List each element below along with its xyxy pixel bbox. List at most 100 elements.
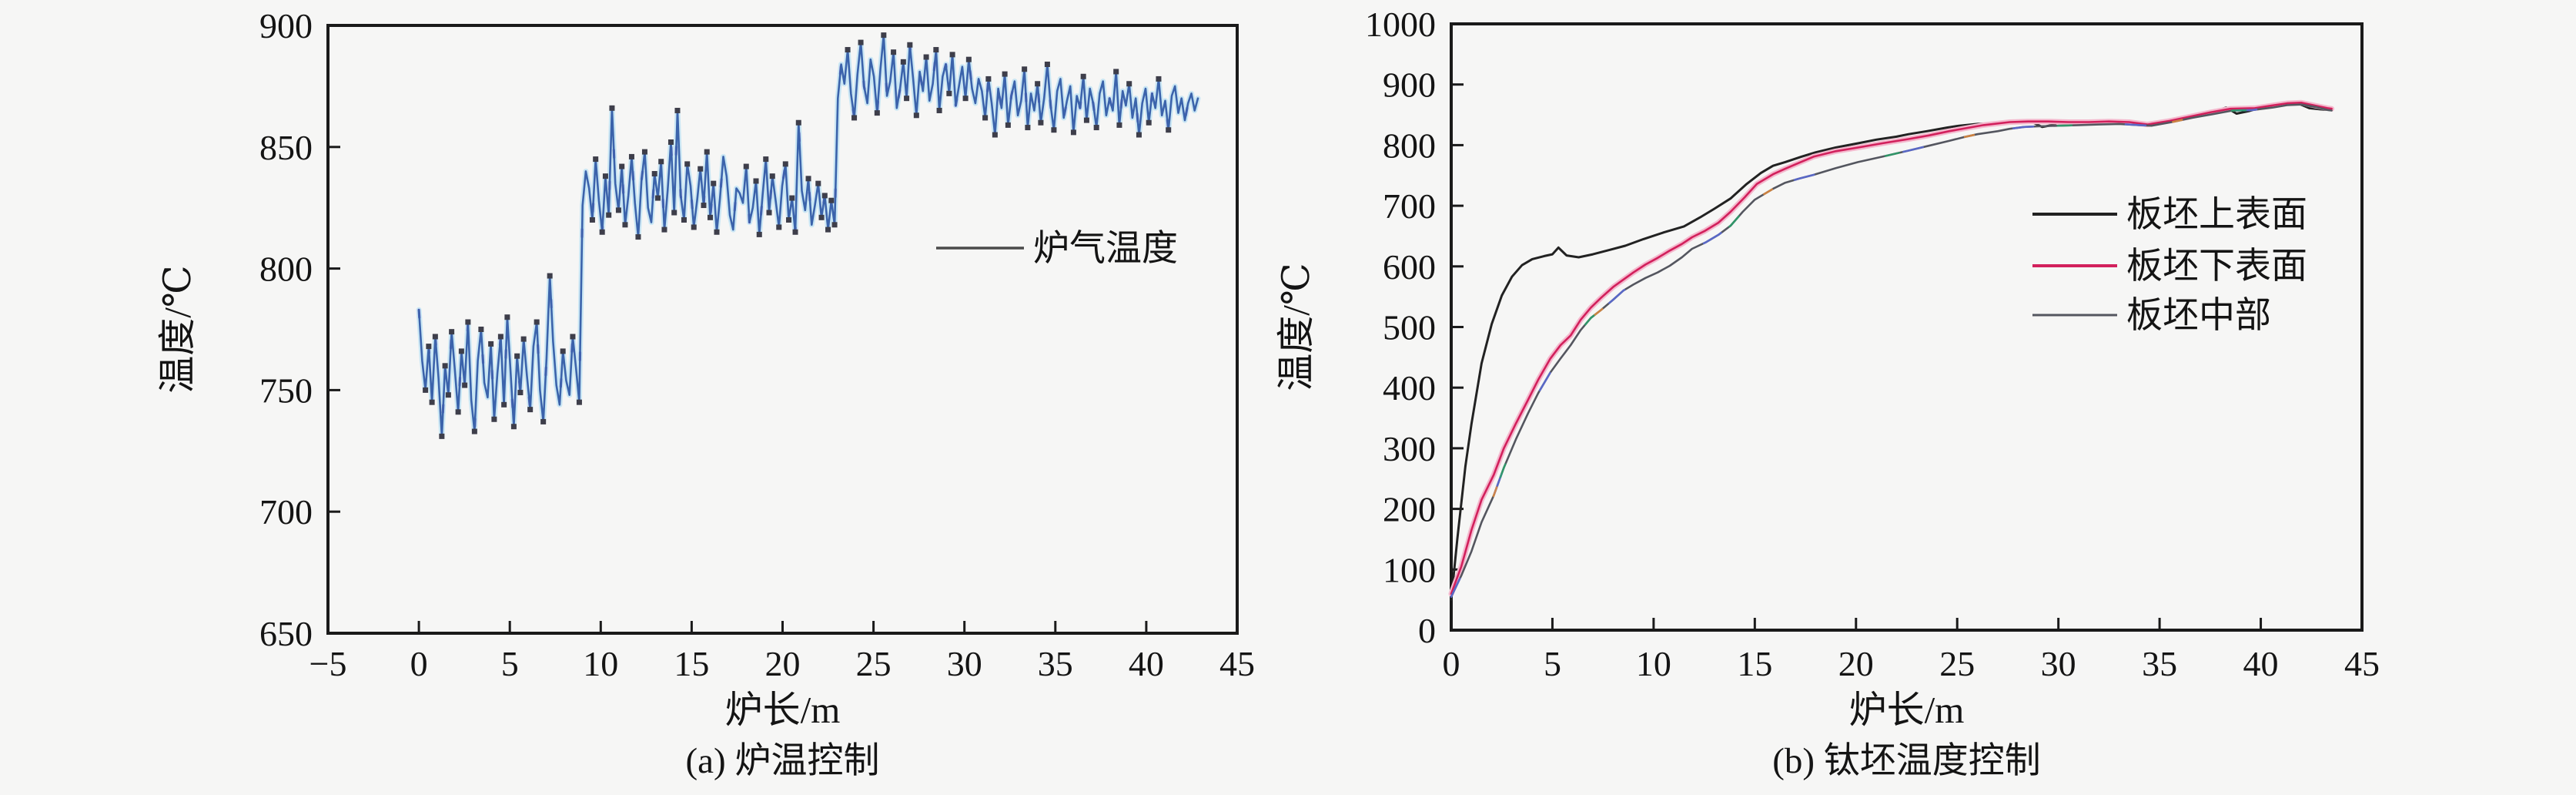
series-a-0-marker [881,32,887,39]
series-a-0-marker [540,418,547,424]
y-tick-label: 200 [1383,490,1436,529]
x-tick-label: −5 [309,644,347,683]
y-tick-label: 100 [1383,550,1436,589]
series-a-0-marker [442,363,448,369]
series-a-0-marker [845,47,851,53]
series-a-0-marker [1044,61,1050,67]
series-a-0-marker [471,428,477,434]
series-a-0-marker [439,433,445,439]
series-b-2-overlay-1 [1450,103,2333,599]
y-tick-label: 700 [259,492,313,532]
series-a-0-marker [949,52,955,58]
series-a-0-marker [658,159,664,165]
series-a-0-marker [684,161,691,167]
x-axis-title-a: 炉长/m [725,689,841,731]
series-a-0-marker [1116,122,1122,128]
caption-a: (a) 炉温控制 [686,741,880,781]
series-a-0-marker [674,107,681,113]
series-a-0-marker [946,90,952,96]
series-a-0-marker [815,180,821,186]
series-a-0-marker [497,334,503,340]
series-a-0-marker [1146,119,1152,126]
series-a-0-marker [1035,81,1041,87]
series-a-0-marker [651,171,657,177]
series-a-0-marker [992,132,998,138]
series-a-0-marker [488,340,494,347]
series-a-0-marker [1126,81,1132,87]
series-a-0-marker [825,226,831,233]
series-a-0-marker [1083,117,1089,123]
series-a-0-marker [599,229,605,235]
y-tick-label: 0 [1418,611,1436,650]
y-tick-label: 800 [1383,126,1436,165]
series-a-0-marker [805,176,811,182]
chart-a: −5 0 5 10 15 20 25 30 35 40 45 650 700 750 800 850 900 炉长… [156,6,1255,781]
series-a-0-marker [671,210,677,216]
series-a-0-marker [635,234,641,240]
series-a-0-marker [606,212,612,218]
x-tick-label: 35 [1038,644,1073,683]
series-a-0-marker [449,329,455,335]
x-tick-label: 40 [2243,644,2279,683]
series-a-0-marker [527,407,534,413]
series-a-0-marker [698,166,704,172]
series-a-0-marker [602,173,608,179]
x-tick-label: 25 [856,644,892,683]
y-tick-label: 1000 [1365,5,1436,44]
series-a-0-marker [782,161,788,167]
series-a-0-marker [743,163,749,169]
y-tick-label: 600 [1383,247,1436,287]
y-tick-label: 300 [1383,429,1436,468]
y-tick-label: 700 [1383,186,1436,226]
series-a-0-marker [821,193,828,199]
x-tick-label: 45 [2344,644,2380,683]
series-a-0-marker [776,224,782,230]
series-a-0-marker [891,49,897,55]
legend-label-b-0: 板坯上表面 [2126,195,2307,235]
series-a-0-marker [429,399,435,405]
x-tick-label: 0 [410,644,428,683]
series-a-0-marker [534,319,540,325]
series-a-0-marker [818,214,825,220]
series-a-0-marker [1022,66,1028,72]
series-a-0-marker [681,216,687,223]
series-a-0-marker [900,59,906,65]
series-a-0-marker [933,47,939,53]
series-a-0-marker [570,334,576,340]
y-tick-label: 400 [1383,368,1436,408]
series-a-0-marker [560,348,566,354]
x-tick-label: 40 [1129,644,1164,683]
series-b-2-overlay-2 [1450,103,2333,599]
series-a-0-marker [455,409,461,415]
legend-label-a-0: 炉气温度 [1033,229,1178,269]
series-b-1-halo [1448,99,2335,597]
series-a-0-marker [622,222,628,228]
y-tick-label: 650 [259,614,313,653]
y-tick-label: 850 [259,128,313,167]
series-a-0-marker [576,399,582,405]
series-b-2-overlay-0 [1450,103,2333,599]
series-a-0-marker [766,210,772,216]
legend-label-b-1: 板坯下表面 [2126,247,2307,287]
series-a-0-marker [458,348,464,354]
series-a-0-marker [711,180,717,186]
series-a-0-marker [465,319,471,325]
x-tick-label: 30 [2041,644,2076,683]
series-a-0-marker [792,229,798,235]
series-a-0-marker [661,226,667,233]
series-a-0-marker [641,149,647,155]
y-tick-label: 800 [259,250,313,289]
series-a-0-marker [667,139,674,145]
x-tick-label: 20 [1838,644,1874,683]
series-a-0-marker [795,119,801,126]
series-a-0-marker [462,382,468,388]
series-a-0-marker [423,387,429,393]
legend-a: 炉气温度 [936,229,1178,269]
series-a-0-marker [1093,125,1099,131]
series-a-0-marker [593,156,599,163]
x-tick-label: 25 [1939,644,1975,683]
x-tick-label: 35 [2142,644,2177,683]
